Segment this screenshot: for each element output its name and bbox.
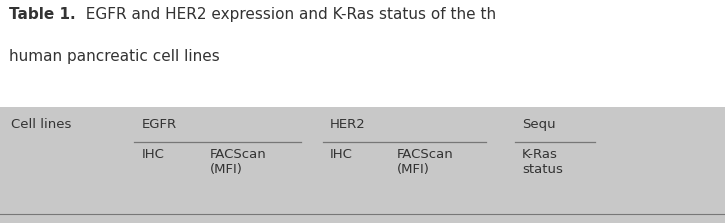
Text: Table 1.: Table 1. bbox=[9, 7, 75, 22]
Text: FACScan
(MFI): FACScan (MFI) bbox=[210, 148, 267, 176]
Text: K-Ras
status: K-Ras status bbox=[522, 148, 563, 176]
Text: human pancreatic cell lines: human pancreatic cell lines bbox=[9, 49, 220, 64]
Text: IHC: IHC bbox=[330, 148, 353, 161]
Text: IHC: IHC bbox=[141, 148, 165, 161]
Text: EGFR: EGFR bbox=[141, 118, 176, 131]
Bar bbox=[0, 107, 725, 223]
Text: Cell lines: Cell lines bbox=[11, 118, 71, 131]
Text: FACScan
(MFI): FACScan (MFI) bbox=[397, 148, 453, 176]
Text: HER2: HER2 bbox=[330, 118, 365, 131]
Text: EGFR and HER2 expression and K-Ras status of the th: EGFR and HER2 expression and K-Ras statu… bbox=[76, 7, 496, 22]
Text: Sequ: Sequ bbox=[522, 118, 555, 131]
